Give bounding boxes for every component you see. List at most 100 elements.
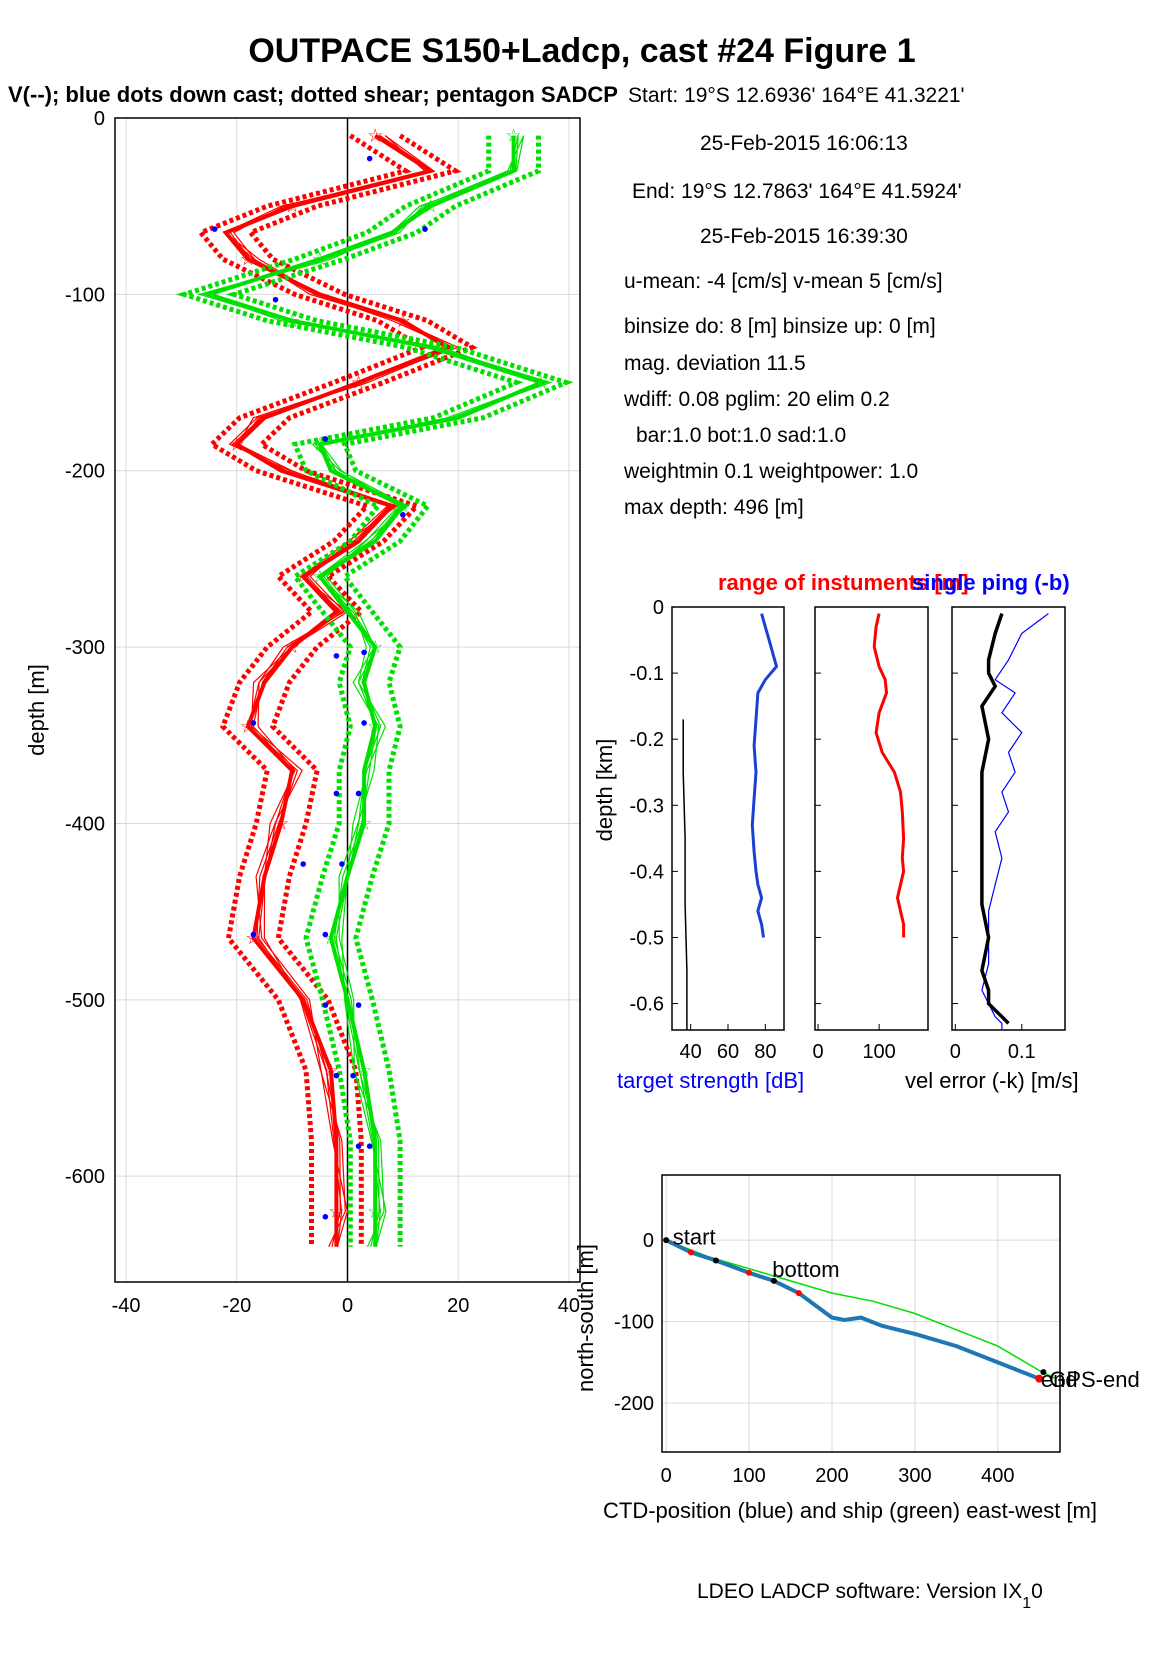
red-star-marker: ☆ — [245, 928, 261, 948]
target-strength-label: target strength [dB] — [617, 1068, 804, 1093]
red-star-marker: ☆ — [351, 373, 367, 393]
downcast-dot — [361, 720, 367, 726]
y-tick-label: -100 — [614, 1312, 654, 1334]
ctd-track-line — [665, 1238, 1041, 1381]
y-tick-label: -0.2 — [630, 729, 664, 751]
info-end: End: 19°S 12.7863' 164°E 41.5924' — [632, 180, 962, 203]
downcast-dot — [322, 931, 329, 938]
x-tick-label: 100 — [732, 1465, 765, 1487]
downcast-dot — [250, 720, 257, 726]
green-star-marker: ☆ — [367, 1201, 383, 1221]
y-tick-label: -0.1 — [630, 663, 664, 685]
downcast-dot — [272, 296, 279, 303]
vel-error-panel-frame — [951, 606, 1066, 1031]
green-star-marker: ☆ — [533, 373, 549, 393]
red-star-marker: ☆ — [229, 434, 245, 454]
y-tick-label: -200 — [614, 1393, 654, 1415]
y-tick-label: 0 — [643, 1230, 654, 1252]
downcast-dot — [400, 512, 406, 518]
red-star-marker: ☆ — [273, 813, 289, 833]
x-tick-label: 20 — [447, 1295, 469, 1317]
y-tick-label: -500 — [65, 990, 105, 1012]
info-end-time: 25-Feb-2015 16:39:30 — [700, 225, 908, 248]
red-shear-envelope — [246, 133, 478, 1247]
downcast-dot — [322, 1213, 329, 1220]
x-tick-label: 400 — [981, 1465, 1014, 1487]
info-magdev: mag. deviation 11.5 — [624, 352, 806, 375]
target-strength-panel-frame — [671, 606, 785, 1031]
info-start: Start: 19°S 12.6936' 164°E 41.3221' — [628, 84, 965, 107]
gps-end-label: GPS-end — [1049, 1367, 1140, 1392]
figure-subtitle: V(--); blue dots down cast; dotted shear… — [8, 82, 618, 107]
red-star-marker: ☆ — [295, 567, 311, 587]
track-x-axis-label: CTD-position (blue) and ship (green) eas… — [603, 1498, 1097, 1523]
velocity-profile-panel: -40 -20 0 20 400-100-200-300-400-500-600☆☆☆☆… — [65, 108, 581, 1317]
track-marker — [746, 1269, 753, 1276]
end-marker — [1035, 1374, 1044, 1383]
y-tick-label: -0.3 — [630, 795, 664, 817]
red-star-marker: ☆ — [328, 1201, 344, 1221]
x-tick-label: 0 — [950, 1041, 961, 1063]
x-tick-label: 200 — [815, 1465, 848, 1487]
downcast-dot — [350, 1072, 356, 1079]
info-bar: bar:1.0 bot:1.0 sad:1.0 — [636, 424, 846, 447]
range-line — [872, 613, 906, 938]
x-tick-label: 300 — [898, 1465, 931, 1487]
downcast-dot — [250, 931, 257, 938]
y-tick-label: -400 — [65, 813, 105, 835]
green-star-marker: ☆ — [367, 637, 383, 657]
downcast-dot — [355, 1143, 362, 1149]
y-tick-label: -100 — [65, 284, 105, 306]
track-marker — [770, 1277, 777, 1284]
x-tick-label: 40 — [558, 1295, 580, 1317]
downcast-dot — [211, 226, 218, 232]
downcast-dot — [422, 226, 428, 232]
info-start-time: 25-Feb-2015 16:06:13 — [700, 132, 908, 155]
x-tick-label: 0.1 — [1008, 1041, 1036, 1063]
panel1-black-line — [682, 719, 688, 1030]
track-y-axis-label: north-south [m] — [573, 1244, 598, 1392]
downcast-dot — [339, 861, 345, 867]
y-tick-label: 0 — [653, 597, 664, 619]
y-tick-label: -300 — [65, 637, 105, 659]
track-marker — [688, 1249, 695, 1256]
cast-info: Start: 19°S 12.6936' 164°E 41.3221' 25-F… — [623, 84, 965, 519]
green-star-marker: ☆ — [323, 928, 339, 948]
downcast-dot — [333, 653, 340, 659]
green-shear-envelope — [225, 135, 574, 1247]
x-tick-label: 100 — [862, 1041, 895, 1063]
downcast-dot — [300, 861, 307, 867]
single-ping-error-line — [981, 613, 1049, 1030]
track-panel: 0 100 200 300 4000-100-200startbottomendGPS-… — [614, 1174, 1140, 1487]
green-star-marker: ☆ — [312, 249, 328, 269]
y-tick-label: -0.6 — [630, 994, 664, 1016]
red-star-marker: ☆ — [240, 249, 256, 269]
green-star-marker: ☆ — [356, 1060, 372, 1080]
track-marker — [712, 1257, 719, 1264]
inst-title-range: range of instuments [m] — [718, 570, 969, 595]
green-star-marker: ☆ — [367, 716, 383, 736]
y-tick-label: -600 — [65, 1166, 105, 1188]
downcast-dot — [333, 1072, 340, 1079]
track-plot-frame — [661, 1174, 1061, 1453]
x-tick-label: 0 — [342, 1295, 353, 1317]
x-tick-label: -20 — [222, 1295, 251, 1317]
inst-title-single-ping: single ping (-b) — [912, 570, 1070, 595]
track-marker — [795, 1290, 802, 1297]
figure-title: OUTPACE S150+Ladcp, cast #24 Figure 1 — [248, 32, 915, 70]
red-profile-line — [222, 133, 452, 1247]
info-binsize: binsize do: 8 [m] binsize up: 0 [m] — [624, 315, 936, 338]
software-version: LDEO LADCP software: Version IX10 — [697, 1580, 1043, 1612]
ship-track-line — [665, 1239, 1057, 1380]
track-plot-area — [662, 1175, 1060, 1452]
x-tick-label: 40 — [680, 1041, 702, 1063]
red-shear-envelope — [196, 133, 428, 1247]
x-tick-label: 80 — [754, 1041, 776, 1063]
red-star-marker: ☆ — [284, 637, 300, 657]
end-marker-black — [1040, 1369, 1047, 1376]
downcast-dot — [355, 790, 362, 797]
downcast-dot — [322, 436, 329, 442]
track-marker — [663, 1237, 670, 1244]
main-y-axis-label: depth [m] — [24, 664, 49, 756]
